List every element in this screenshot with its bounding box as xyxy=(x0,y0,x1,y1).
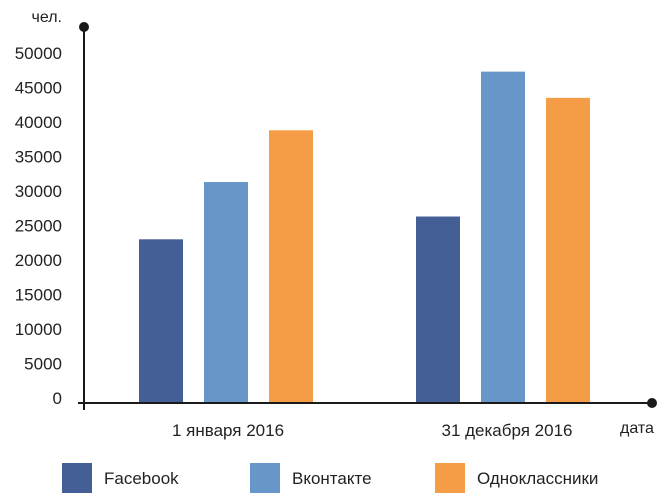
bar xyxy=(139,239,183,402)
legend-swatch xyxy=(250,463,280,493)
legend-swatch xyxy=(435,463,465,493)
y-tick-label: 25000 xyxy=(15,217,62,236)
category-label: 31 декабря 2016 xyxy=(441,421,572,440)
bar xyxy=(204,182,248,402)
y-tick-label: 50000 xyxy=(15,44,62,63)
y-tick-label: 5000 xyxy=(24,355,62,374)
legend-item: Facebook xyxy=(62,463,179,493)
bar xyxy=(416,216,460,402)
y-tick-label: 15000 xyxy=(15,286,62,305)
bar xyxy=(546,97,590,402)
legend-swatch xyxy=(62,463,92,493)
legend-label: Одноклассники xyxy=(477,469,598,488)
y-axis-ticks: 0 5000 10000 15000 20000 25000 30000 35000 40000… xyxy=(15,44,62,408)
y-tick-label: 40000 xyxy=(15,113,62,132)
category-labels: 1 января 2016 31 декабря 2016 xyxy=(172,421,573,440)
y-tick-label: 45000 xyxy=(15,79,62,98)
legend: Facebook Вконтакте Одноклассники xyxy=(62,463,598,493)
y-tick-label: 0 xyxy=(53,389,62,408)
x-axis-end-dot xyxy=(647,398,657,408)
legend-item: Одноклассники xyxy=(435,463,598,493)
y-tick-label: 10000 xyxy=(15,320,62,339)
bar xyxy=(269,130,313,402)
y-axis-title: чел. xyxy=(32,9,62,26)
category-label: 1 января 2016 xyxy=(172,421,284,440)
bars xyxy=(139,71,590,402)
legend-label: Facebook xyxy=(104,469,179,488)
y-tick-label: 30000 xyxy=(15,182,62,201)
y-tick-label: 20000 xyxy=(15,251,62,270)
y-axis-end-dot xyxy=(79,22,89,32)
y-tick-label: 35000 xyxy=(15,148,62,167)
x-axis-title: дата xyxy=(620,420,654,437)
legend-item: Вконтакте xyxy=(250,463,372,493)
bar xyxy=(481,71,525,402)
legend-label: Вконтакте xyxy=(292,469,372,488)
